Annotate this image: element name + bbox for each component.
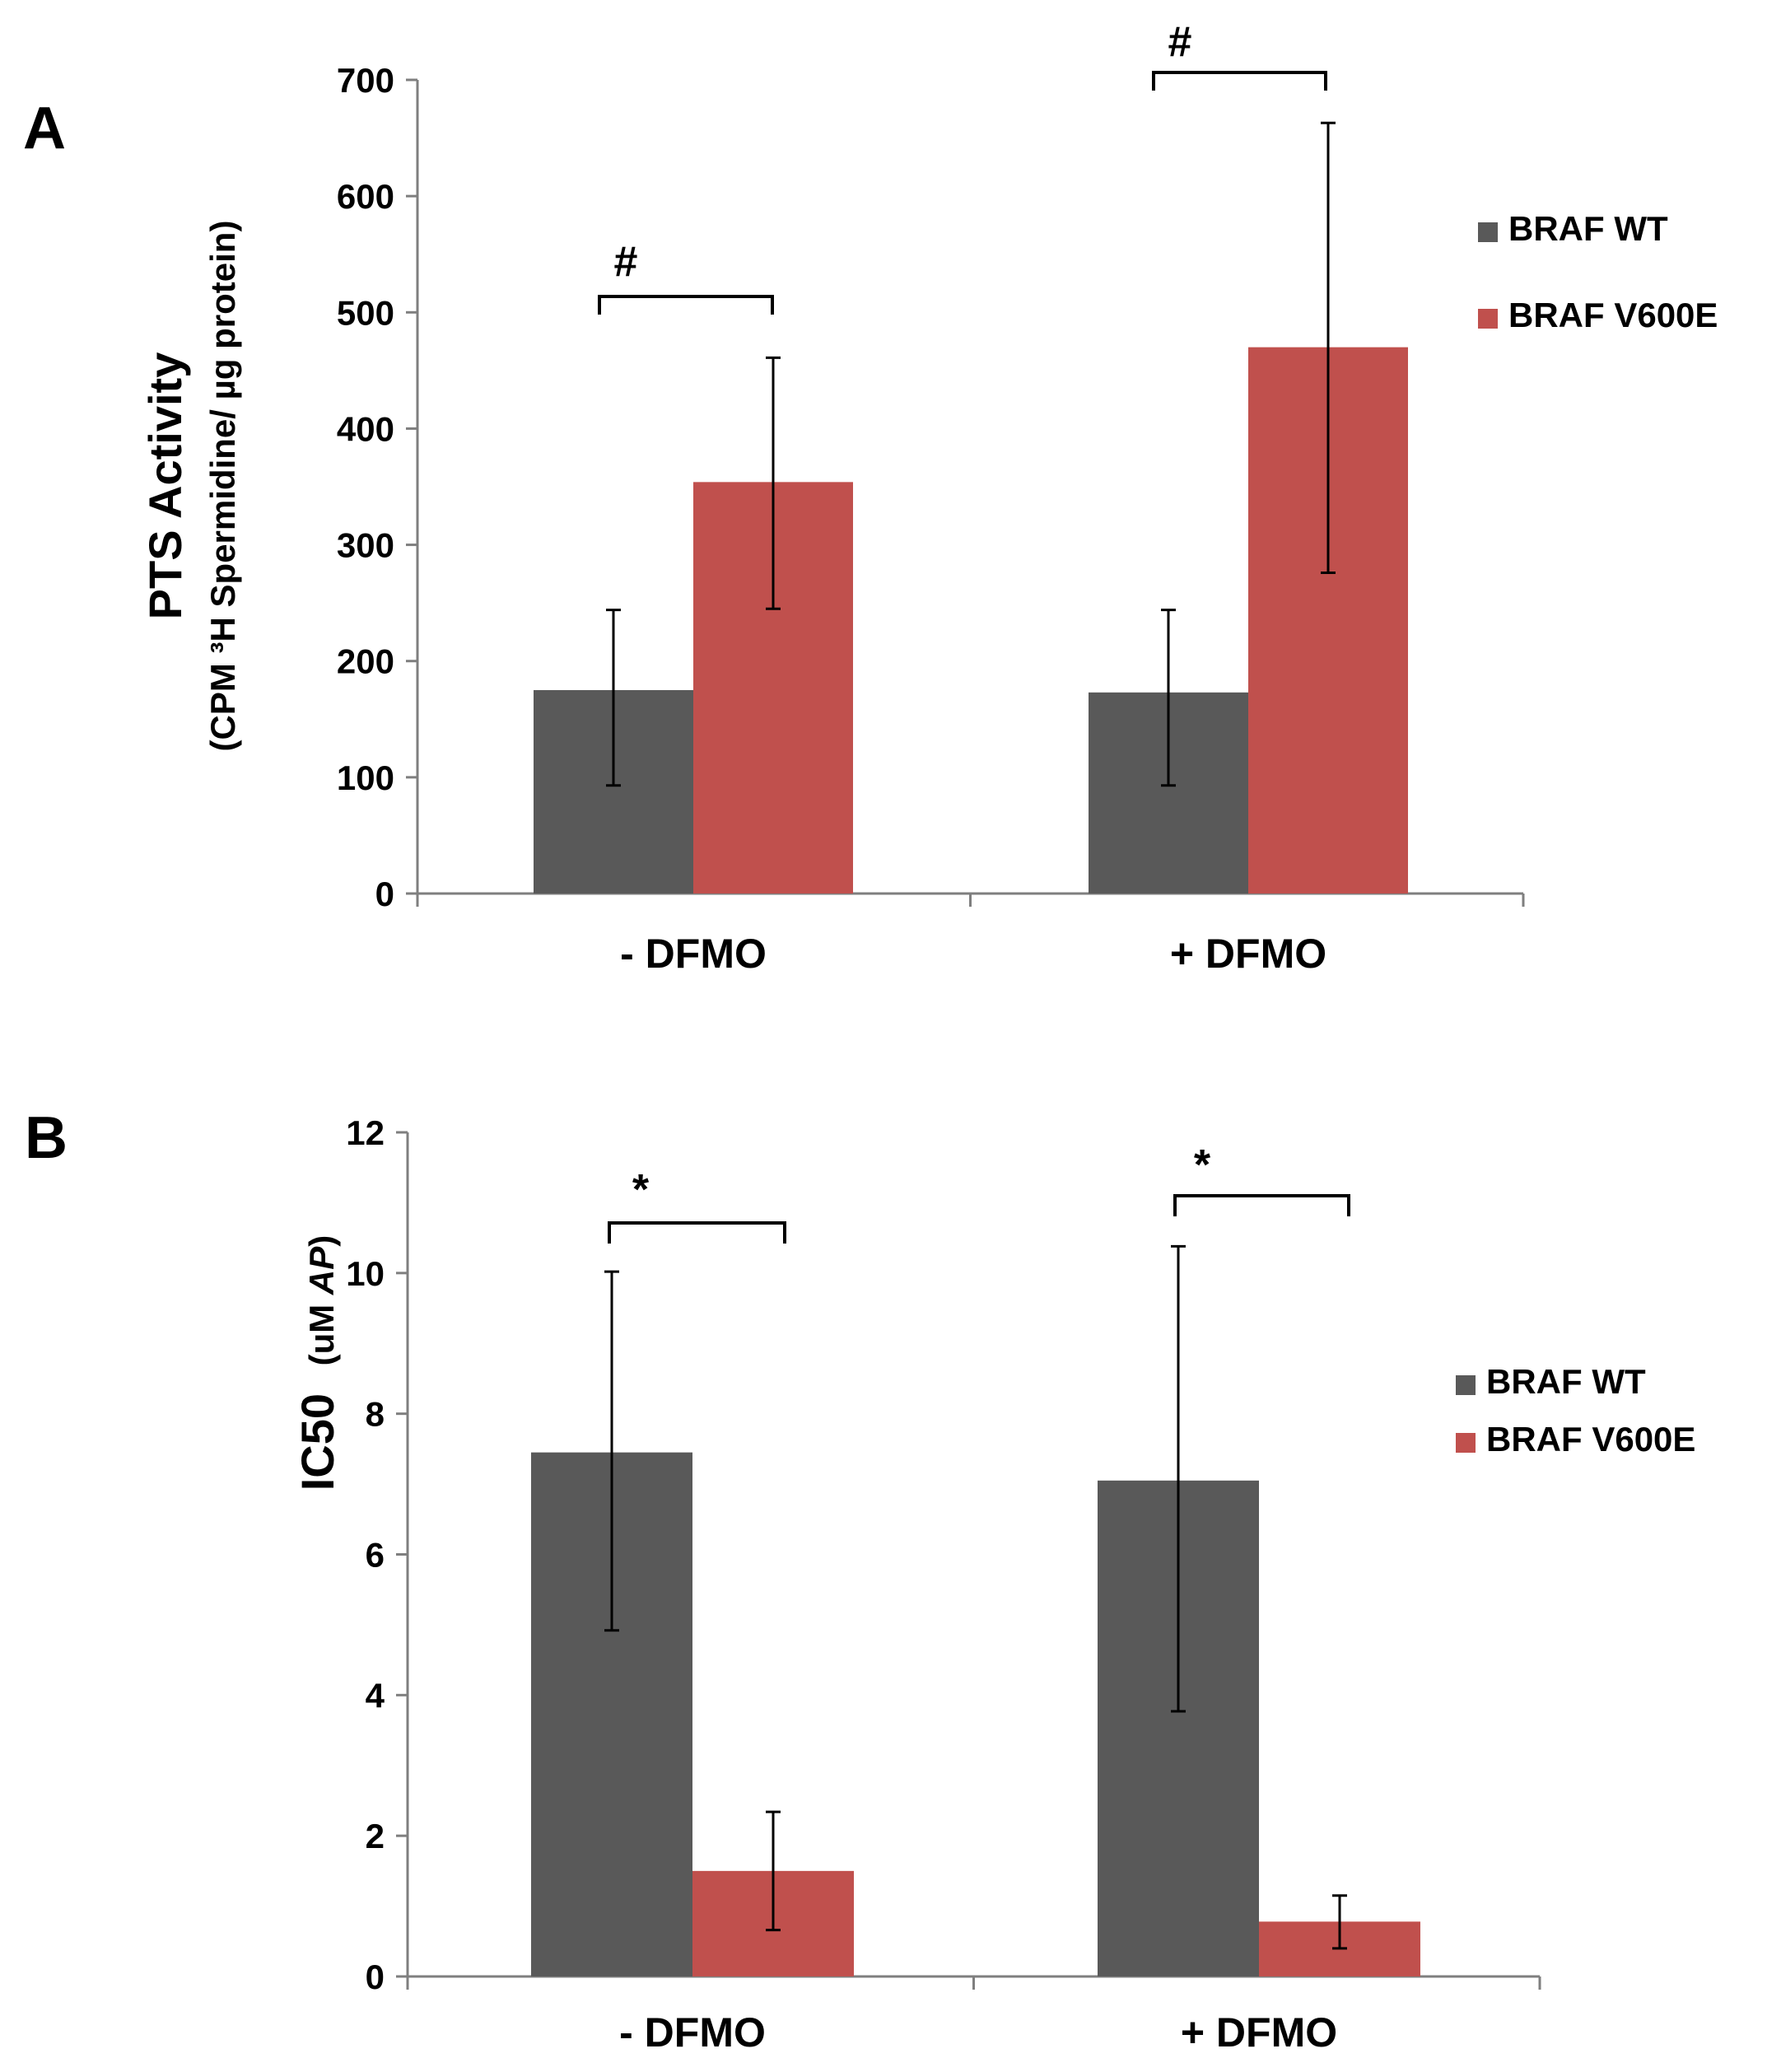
chart-b-significance-mark: * — [1194, 1141, 1211, 1189]
chart-b-legend-label-wt: BRAF WT — [1486, 1362, 1646, 1401]
chart-a-significance-bracket — [598, 295, 774, 315]
chart-b-significance-bracket — [608, 1221, 786, 1244]
chart-a-y-axis-subtitle: (CPM ³H Spermidine/ µg protein) — [203, 221, 242, 752]
chart-b-y-tick-label: 10 — [346, 1254, 385, 1293]
chart-b-legend-swatch-wt — [1456, 1375, 1476, 1395]
chart-a-y-tick-label: 100 — [337, 758, 394, 797]
chart-a-y-tick-label: 0 — [375, 875, 394, 913]
chart-b-y-tick-label: 2 — [366, 1817, 385, 1855]
chart-b-y-tick-label: 4 — [366, 1676, 385, 1715]
chart-b-x-category-label: - DFMO — [619, 2009, 766, 2056]
chart-b-y-tick-label: 0 — [366, 1958, 385, 1996]
chart-a-legend-swatch-v600e — [1478, 309, 1498, 329]
panel-label-a: A — [23, 96, 66, 161]
chart-b-y-axis-unit-italic: AP — [302, 1246, 341, 1295]
chart-a-y-tick-label: 500 — [337, 293, 394, 332]
chart-a-y-tick-label: 600 — [337, 177, 394, 216]
chart-a-y-axis-title: PTS Activity — [139, 352, 191, 620]
chart-b-significance-bracket — [1173, 1194, 1350, 1216]
chart-b-y-axis-title: IC50 (uM AP) — [291, 1235, 343, 1491]
chart-a-legend-label-v600e: BRAF V600E — [1508, 296, 1718, 334]
chart-b-y-axis-label: IC50 — [291, 1393, 343, 1491]
chart-a-pts-activity: PTS Activity (CPM ³H Spermidine/ µg prot… — [139, 18, 1718, 977]
chart-a-x-category-label: + DFMO — [1170, 931, 1326, 977]
chart-b-y-tick-label: 6 — [366, 1536, 385, 1575]
chart-b-ic50: IC50 (uM AP) 0 2 4 6 8 10 12 - DFMO + DFMO * * BRAF… — [291, 1113, 1695, 2056]
chart-a-significance-mark: # — [614, 238, 638, 286]
panel-label-b: B — [25, 1105, 68, 1171]
chart-a-significance-bracket — [1152, 71, 1327, 91]
chart-b-legend-label-v600e: BRAF V600E — [1486, 1420, 1695, 1458]
chart-a-y-tick-label: 300 — [337, 526, 394, 565]
chart-b-y-axis-unit-suffix: ) — [302, 1235, 341, 1247]
chart-a-legend-label-wt: BRAF WT — [1508, 209, 1668, 248]
chart-b-x-category-label: + DFMO — [1181, 2009, 1337, 2056]
chart-b-y-axis-unit-prefix: (uM — [302, 1295, 341, 1365]
chart-b-y-tick-label: 8 — [366, 1395, 385, 1434]
chart-b-legend-swatch-v600e — [1456, 1433, 1476, 1453]
chart-a-y-tick-label: 200 — [337, 642, 394, 681]
chart-a-y-tick-label: 400 — [337, 409, 394, 448]
chart-a-significance-mark: # — [1168, 18, 1192, 66]
chart-b-y-tick-label: 12 — [346, 1113, 385, 1152]
chart-a-legend-swatch-wt — [1478, 222, 1498, 242]
chart-b-significance-mark: * — [632, 1166, 650, 1214]
chart-a-y-tick-label: 700 — [337, 61, 394, 100]
chart-a-x-category-label: - DFMO — [620, 931, 767, 977]
